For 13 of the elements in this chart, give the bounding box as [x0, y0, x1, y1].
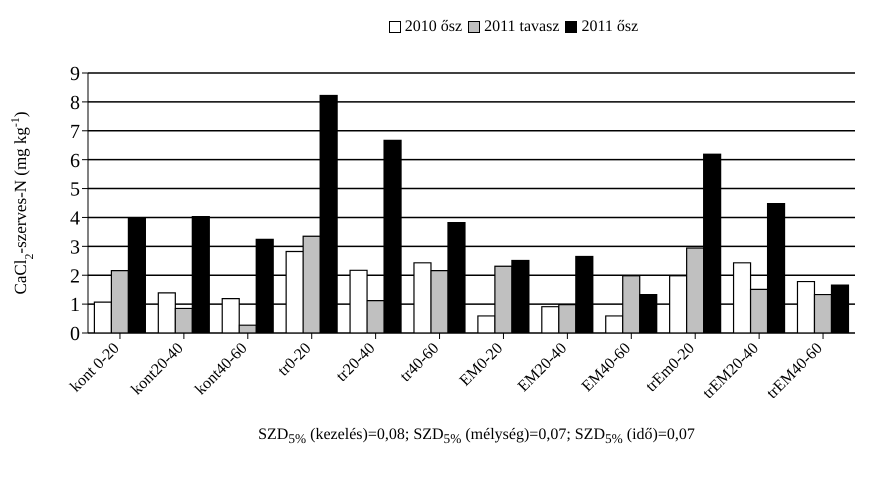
legend-label: 2011 ősz — [580, 18, 638, 36]
y-tick-label: 6 — [70, 150, 80, 172]
y-tick-label: 5 — [70, 178, 80, 201]
legend-label: 2010 ősz — [404, 18, 462, 36]
y-tick-label: 3 — [70, 236, 80, 258]
y-tick-label: 4 — [70, 208, 80, 230]
y-tick-label: 2 — [70, 265, 80, 288]
y-tick-label: 7 — [70, 120, 80, 143]
text: SZD$_{5%}$ (kezelés)=0,08; SZD$_{5%}$ (mélység)=0,07; SZD$_{5%}$ (idő)=0,07 — [257, 426, 696, 448]
legend-label: 2011 tavasz — [483, 18, 560, 36]
y-tick-label: 1 — [70, 294, 80, 316]
y-tick-label: 8 — [70, 92, 80, 114]
y-tick-label: 9 — [70, 63, 80, 86]
